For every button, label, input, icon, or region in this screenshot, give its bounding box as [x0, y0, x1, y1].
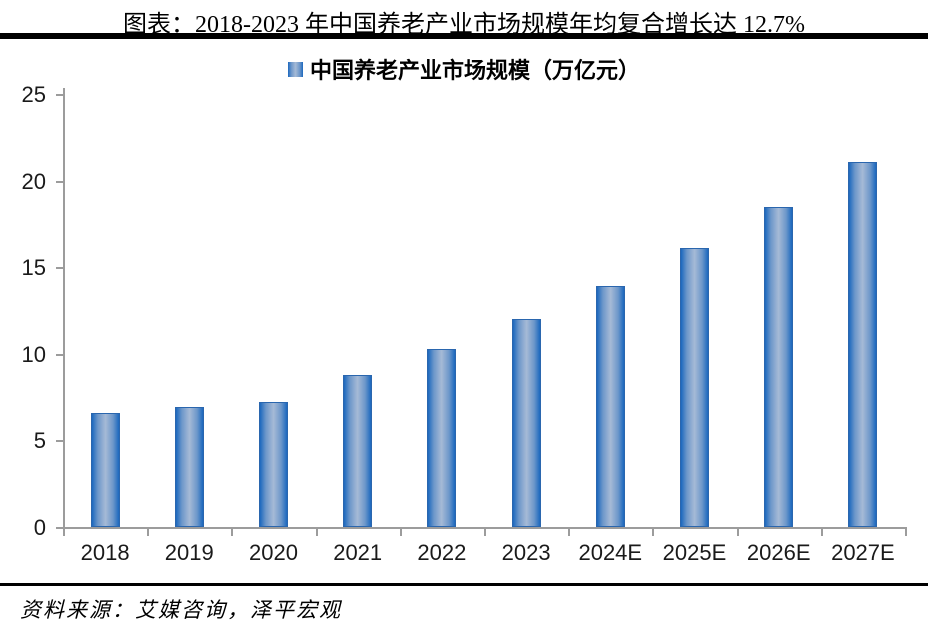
x-axis-label: 2027E [831, 540, 895, 565]
y-axis-label: 15 [21, 255, 46, 281]
bar-2025E [680, 248, 709, 527]
chart-legend: 中国养老产业市场规模（万亿元） [0, 55, 928, 83]
x-axis-label: 2022 [417, 540, 467, 565]
y-axis-label: 25 [21, 82, 46, 107]
x-axis-label: 2021 [333, 540, 383, 565]
source-note: 资料来源：艾媒咨询，泽平宏观 [20, 598, 342, 622]
legend-swatch-icon [287, 61, 303, 77]
x-axis-tick [399, 529, 402, 536]
x-axis-tick [231, 529, 234, 536]
x-axis-tick [905, 529, 907, 536]
bar-2027E [848, 161, 878, 527]
y-axis-label: 0 [33, 515, 46, 540]
bar-2021 [343, 374, 373, 527]
y-axis-tick [56, 527, 63, 529]
y-axis-tick [56, 180, 63, 183]
bar-2022 [427, 348, 457, 527]
footer-divider-rule [0, 583, 928, 586]
x-axis-tick [63, 529, 65, 536]
x-axis-tick [315, 529, 318, 536]
bar-2024E [595, 286, 625, 527]
x-axis-tick [736, 529, 739, 536]
legend-label: 中国养老产业市场规模（万亿元） [309, 58, 640, 83]
x-axis-label: 2024E [578, 540, 643, 565]
y-axis-label: 10 [21, 341, 46, 367]
y-axis-label: 20 [21, 168, 46, 194]
y-axis-line [63, 88, 65, 529]
x-axis-label: 2023 [501, 540, 551, 565]
title-divider-rule [0, 33, 928, 39]
y-axis-label: 5 [33, 428, 46, 454]
y-axis-tick [56, 353, 63, 356]
y-axis-tick [56, 440, 63, 443]
x-axis-label: 2026E [746, 540, 811, 565]
x-axis-label: 2025E [662, 540, 727, 565]
x-axis-line [63, 527, 907, 529]
x-axis-tick [484, 529, 486, 536]
bar-2020 [259, 402, 288, 527]
bar-2018 [90, 412, 120, 527]
bar-2019 [174, 407, 204, 527]
bar-2026E [764, 206, 794, 527]
x-axis-tick [147, 529, 150, 536]
x-axis-label: 2020 [249, 540, 298, 565]
x-axis-tick [820, 529, 823, 536]
x-axis-label: 2019 [164, 540, 214, 565]
y-axis-tick [56, 267, 63, 270]
x-axis-label: 2018 [80, 540, 130, 565]
y-axis-tick [56, 94, 63, 96]
x-axis-tick [652, 529, 655, 536]
bar-2023 [511, 319, 541, 527]
x-axis-tick [568, 529, 571, 536]
